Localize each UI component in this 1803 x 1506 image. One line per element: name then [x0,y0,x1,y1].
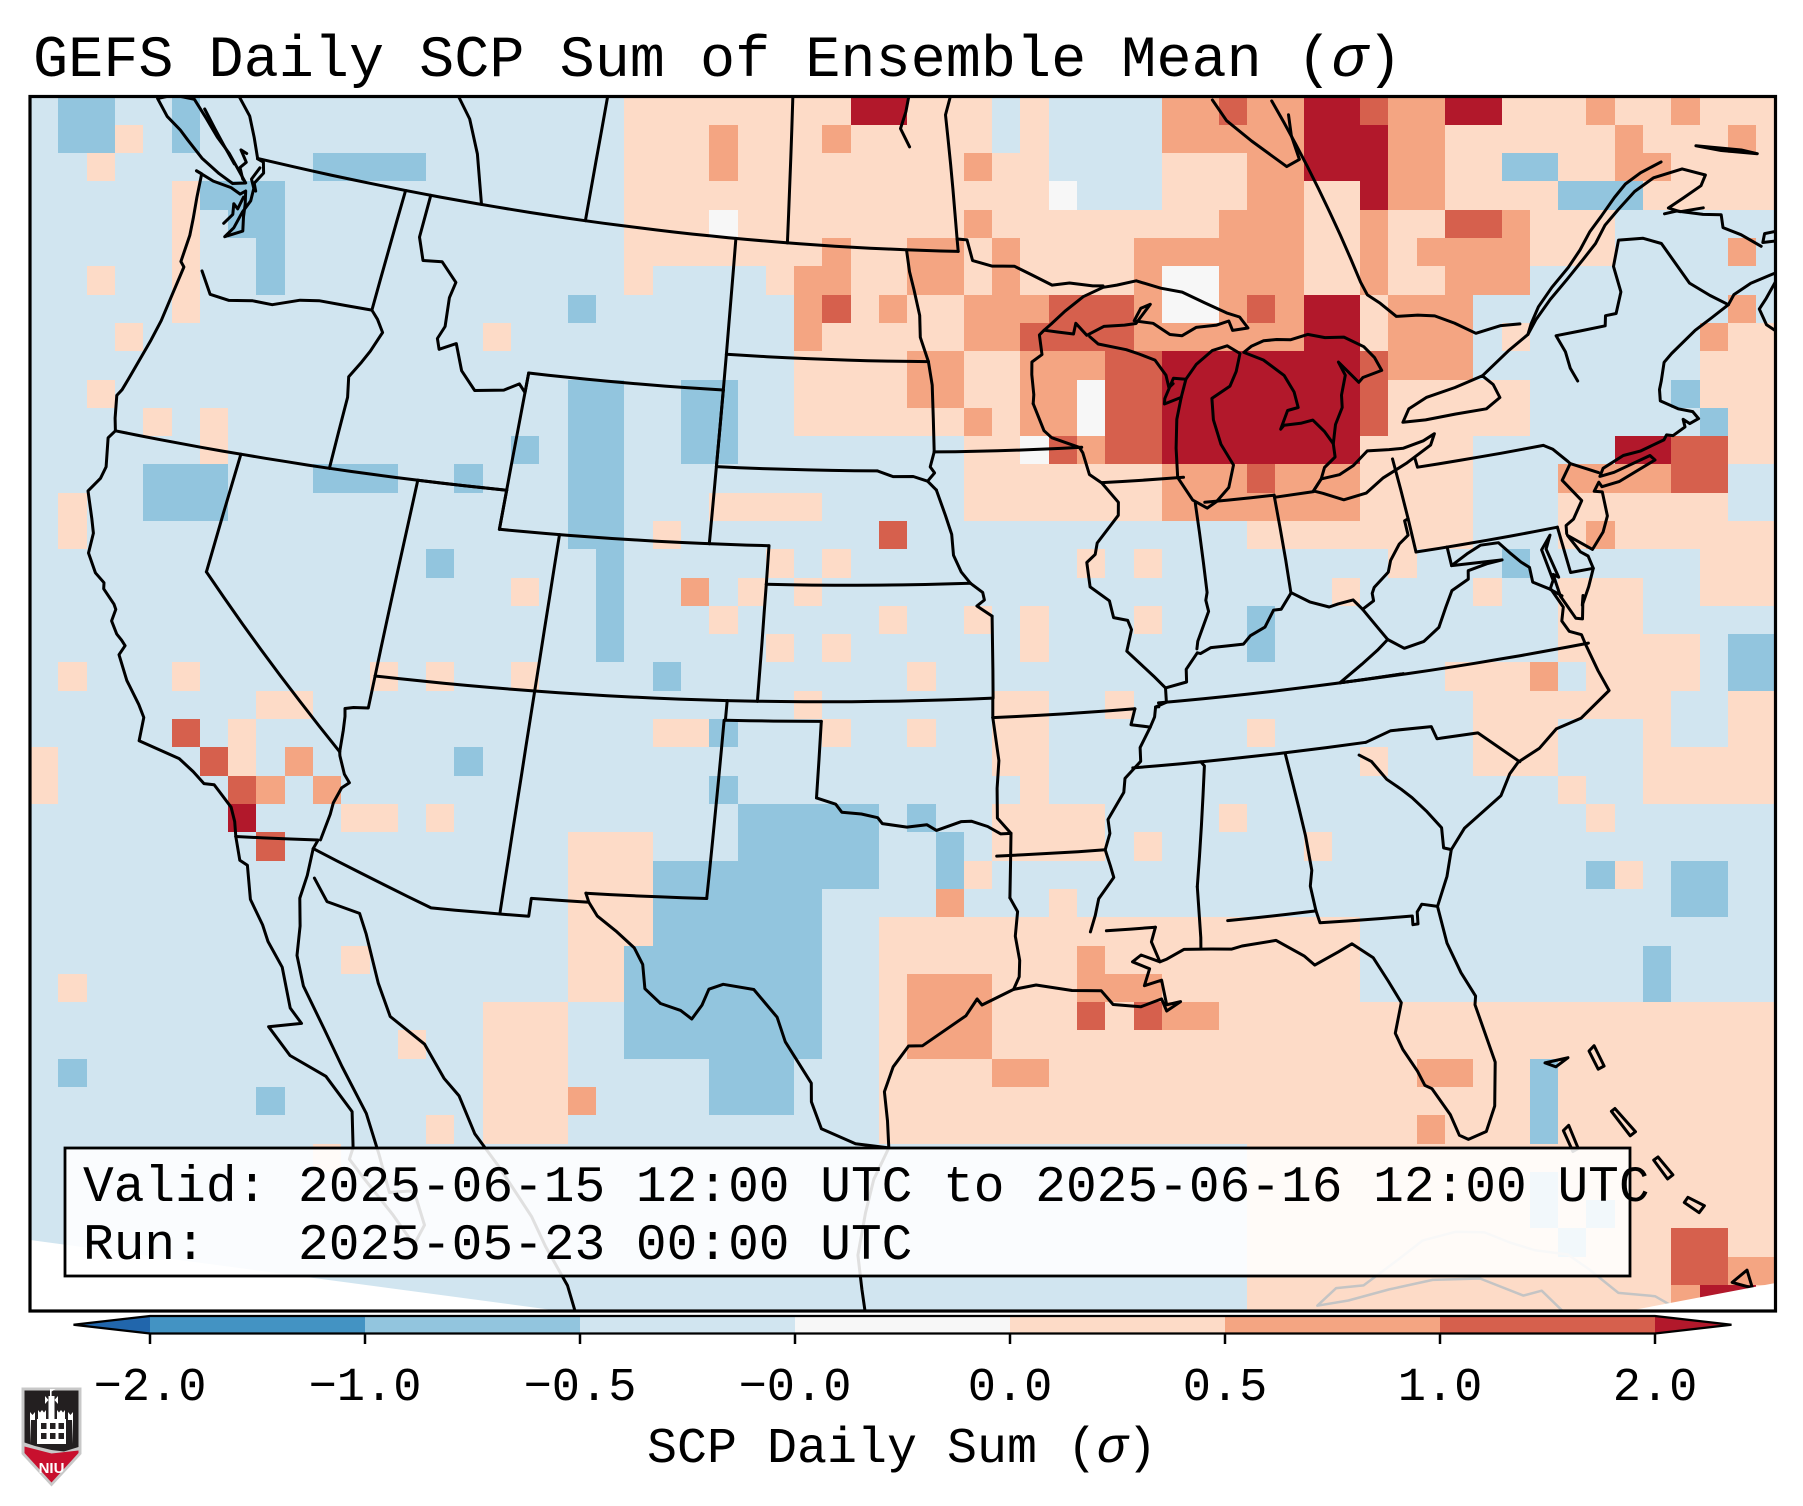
svg-text:SCP Daily Sum (σ): SCP Daily Sum (σ) [647,1421,1157,1478]
svg-text:Valid: 2025-06-15 12:00 UTC to: Valid: 2025-06-15 12:00 UTC to 2025-06-1… [83,1159,1650,1217]
svg-text:−0.5: −0.5 [524,1362,637,1415]
svg-text:0.5: 0.5 [1183,1362,1268,1415]
svg-text:NIU: NIU [39,1460,65,1477]
svg-text:2.0: 2.0 [1613,1362,1698,1415]
svg-text:Run: 2025-05-23 00:00 UTC: Run: 2025-05-23 00:00 UTC [83,1217,912,1275]
svg-text:−0.0: −0.0 [739,1362,852,1415]
svg-text:1.0: 1.0 [1398,1362,1483,1415]
svg-text:−2.0: −2.0 [94,1362,207,1415]
svg-text:GEFS Daily SCP Sum of Ensemble: GEFS Daily SCP Sum of Ensemble Mean (σ) [33,27,1402,94]
svg-text:−1.0: −1.0 [309,1362,422,1415]
svg-text:0.0: 0.0 [968,1362,1053,1415]
